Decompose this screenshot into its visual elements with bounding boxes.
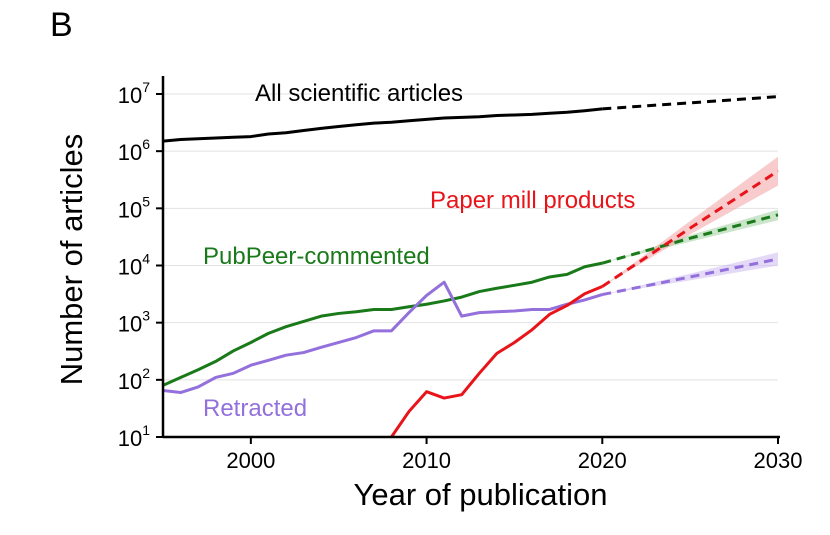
paper-mill-products-projection-line (601, 169, 779, 288)
series-labels: All scientific articles PubPeer-commented… (203, 80, 635, 422)
series-lines (163, 95, 779, 437)
y-tick-label: 103 (118, 308, 150, 337)
paper-mill-products-label: Paper mill products (430, 187, 635, 214)
y-tick-label: 102 (118, 365, 150, 394)
y-tick-label: 106 (118, 136, 150, 165)
all-scientific-articles-projection-line (602, 95, 779, 111)
retracted-projection-band (602, 252, 778, 295)
retracted-label: Retracted (203, 395, 307, 422)
x-tick-label: 2000 (226, 448, 275, 473)
projection-bands (602, 156, 778, 295)
all-scientific-articles-label: All scientific articles (255, 80, 463, 107)
y-ticks: 101 102 103 104 105 106 107 (118, 79, 163, 451)
pubpeer-commented-line (163, 261, 603, 387)
paper-mill-products-line (390, 285, 603, 437)
x-tick-label: 2010 (402, 448, 451, 473)
pubpeer-commented-projection-line (601, 213, 779, 265)
y-tick-label: 107 (118, 79, 150, 108)
x-axis-title: Year of publication (354, 477, 608, 512)
y-axis-title: Number of articles (54, 134, 89, 386)
retracted-line (163, 280, 603, 395)
axes (161, 76, 780, 439)
grid-lines (163, 93, 778, 381)
pubpeer-commented-projection-band (602, 209, 778, 264)
x-ticks: 2000 2010 2020 2030 (226, 437, 802, 473)
pubpeer-commented-label: PubPeer-commented (203, 243, 430, 270)
y-tick-label: 101 (118, 422, 150, 451)
all-scientific-articles-line (163, 107, 603, 143)
y-tick-label: 104 (118, 251, 150, 280)
x-tick-label: 2030 (754, 448, 803, 473)
y-tick-label: 105 (118, 193, 150, 222)
paper-mill-products-projection-band (602, 156, 778, 287)
panel-label: B (50, 6, 73, 44)
x-tick-label: 2020 (578, 448, 627, 473)
